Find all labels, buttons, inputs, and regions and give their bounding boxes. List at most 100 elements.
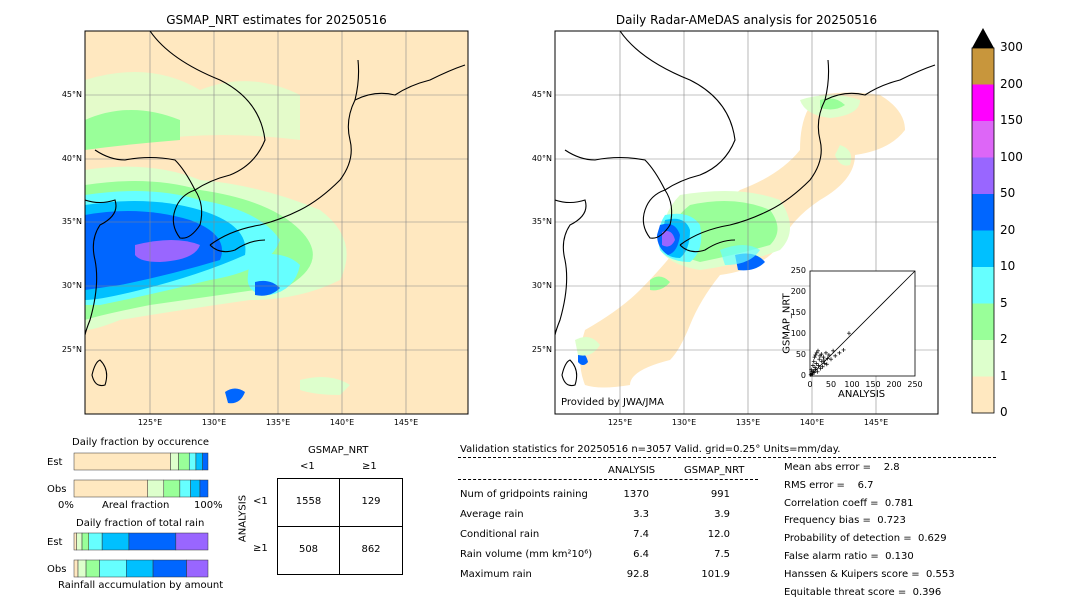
contingency-col-header: GSMAP_NRT xyxy=(308,445,369,456)
scatter-point xyxy=(815,348,820,353)
occurrence-bars xyxy=(73,452,209,498)
colorbar-tick-label: 10 xyxy=(1000,259,1016,273)
contingency-col-ge: ≥1 xyxy=(362,461,377,472)
scatter-point xyxy=(817,357,822,362)
total-rain-est-label: Est xyxy=(47,537,63,548)
contingency-row-lt: <1 xyxy=(253,496,268,507)
right-lon-label: 130°E xyxy=(671,418,697,427)
right-lon-label: 145°E xyxy=(863,418,889,427)
stacked-bar-segment xyxy=(73,559,79,578)
inset-x-tick: 50 xyxy=(825,380,837,389)
right-lat-label: 40°N xyxy=(531,154,552,163)
total-rain-axis-label: Rainfall accumulation by amount xyxy=(58,580,224,591)
total-rain-bars xyxy=(73,532,209,578)
colorbar-tick-label: 150 xyxy=(1000,113,1023,127)
left-lat-label: 35°N xyxy=(61,217,82,226)
validation-row-gsmap: 12.0 xyxy=(707,529,730,540)
inset-y-tick: 0 xyxy=(800,371,806,380)
scatter-point xyxy=(809,367,814,372)
scatter-point xyxy=(810,363,815,368)
stacked-bar-segment xyxy=(77,559,87,578)
scatter-point xyxy=(812,370,817,375)
stacked-bar-segment xyxy=(99,559,127,578)
colorbar-tick-label: 2 xyxy=(1000,332,1008,346)
validation-row-analysis: 7.4 xyxy=(633,529,649,540)
colorbar-segment xyxy=(972,194,994,231)
scatter-point xyxy=(825,356,830,361)
validation-row-label: Average rain xyxy=(460,509,524,520)
validation-row-gsmap: 101.9 xyxy=(701,569,730,580)
colorbar xyxy=(971,28,995,414)
validation-score: Equitable threat score = 0.396 xyxy=(784,586,942,598)
inset-ylabel: GSMAP_NRT xyxy=(781,293,793,354)
stacked-bar-segment xyxy=(128,532,177,551)
colorbar-segment xyxy=(972,303,994,340)
inset-y-tick: 150 xyxy=(790,308,806,317)
left-map xyxy=(85,31,468,414)
occurrence-axis-left: 0% xyxy=(58,500,74,511)
scatter-point xyxy=(833,353,838,358)
validation-score: Frequency bias = 0.723 xyxy=(784,515,906,527)
stacked-bar-segment xyxy=(175,532,209,551)
left-lon-label: 130°E xyxy=(201,418,227,427)
inset-x-tick: 0 xyxy=(807,380,813,389)
occurrence-axis-right: 100% xyxy=(194,500,223,511)
left-lat-label: 30°N xyxy=(61,281,82,290)
validation-row-gsmap: 3.9 xyxy=(714,509,730,520)
colorbar-tick-label: 5 xyxy=(1000,295,1008,310)
scatter-point xyxy=(814,350,819,355)
stacked-bar-segment xyxy=(126,559,154,578)
left-lat-label: 45°N xyxy=(61,90,82,99)
colorbar-segment xyxy=(972,48,994,85)
colorbar-tick-label: 20 xyxy=(1000,222,1016,237)
validation-row-analysis: 1370 xyxy=(623,489,649,500)
stacked-bar-segment xyxy=(73,452,171,471)
stacked-bar-segment xyxy=(199,479,209,498)
contingency-col-lt: <1 xyxy=(300,461,315,472)
cell-lt-lt: 1558 xyxy=(295,496,322,507)
colorbar-segment xyxy=(972,121,994,158)
occurrence-title: Daily fraction by occurence xyxy=(72,437,210,448)
scatter-point xyxy=(820,364,825,369)
validation-row-gsmap: 991 xyxy=(710,489,730,500)
scatter-point xyxy=(813,365,818,370)
scatter-point xyxy=(811,359,816,364)
validation-row-label: Maximum rain xyxy=(460,569,532,580)
stacked-bar-segment xyxy=(179,479,191,498)
scatter-point xyxy=(814,361,819,366)
scatter-point xyxy=(826,353,831,357)
colorbar-tick-label: 100 xyxy=(1000,149,1023,164)
stacked-bar-segment xyxy=(163,479,181,498)
colorbar-extend-arrow xyxy=(972,28,994,48)
colorbar-tick-label: 300 xyxy=(1000,40,1023,54)
validation-score: RMS error = 6.7 xyxy=(784,479,874,491)
validation-header: Validation statistics for 20250516 n=305… xyxy=(460,444,841,455)
scatter-point xyxy=(819,359,824,364)
left-lon-label: 145°E xyxy=(393,418,419,427)
colorbar-tick-label: 200 xyxy=(1000,76,1023,91)
colorbar-tick-label: 50 xyxy=(1000,186,1016,200)
validation-col-analysis: ANALYSIS xyxy=(608,465,656,476)
inset-x-tick: 100 xyxy=(844,380,860,389)
stacked-bar-segment xyxy=(152,559,187,578)
colorbar-tick-label: 1 xyxy=(1000,368,1008,383)
scatter-point xyxy=(841,347,846,352)
inset-scatter xyxy=(808,270,916,377)
scatter-point xyxy=(812,355,817,360)
contingency-row-ge: ≥1 xyxy=(253,543,268,554)
stacked-bar-segment xyxy=(81,532,89,551)
scatter-point xyxy=(823,350,828,355)
stacked-bar-segment xyxy=(170,452,179,471)
cell-ge-lt: 508 xyxy=(298,544,319,555)
stacked-bar-segment xyxy=(190,479,201,498)
inset-y-tick: 200 xyxy=(790,287,806,296)
stacked-bar-segment xyxy=(101,532,130,551)
right-lat-label: 45°N xyxy=(531,90,552,99)
scatter-point xyxy=(846,331,851,336)
credit-text: Provided by JWA/JMA xyxy=(561,397,664,408)
left-lat-label: 25°N xyxy=(61,345,82,354)
right-lon-label: 125°E xyxy=(607,418,633,427)
colorbar-segment xyxy=(972,376,994,413)
colorbar-segment xyxy=(972,230,994,267)
stacked-bar-segment xyxy=(76,532,83,551)
